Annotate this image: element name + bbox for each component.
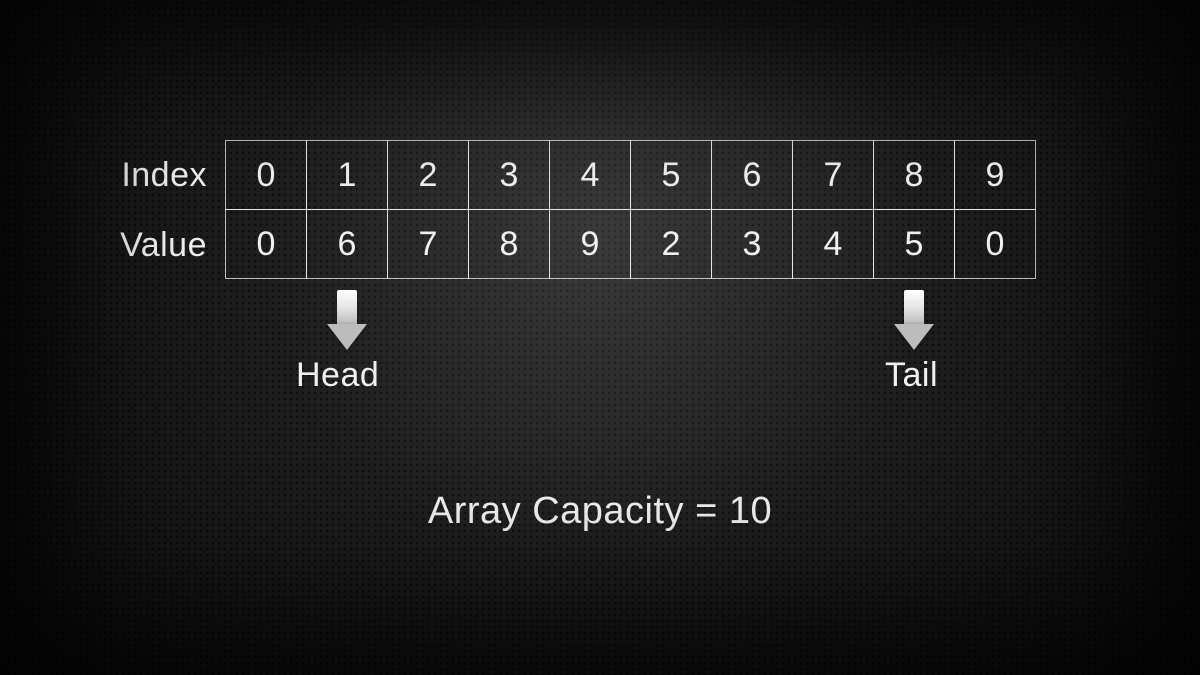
index-cell: 6	[711, 140, 793, 210]
index-cell: 3	[468, 140, 550, 210]
row-label-index: Index	[90, 140, 225, 210]
value-cell: 2	[630, 209, 712, 279]
index-cell: 9	[954, 140, 1036, 210]
index-cell: 8	[873, 140, 955, 210]
index-row-cells: 0 1 2 3 4 5 6 7 8 9	[225, 140, 1036, 210]
tail-label: Tail	[885, 356, 938, 395]
index-cell: 5	[630, 140, 712, 210]
index-cell: 2	[387, 140, 469, 210]
value-cell: 5	[873, 209, 955, 279]
value-cell: 4	[792, 209, 874, 279]
index-cell: 0	[225, 140, 307, 210]
value-cell: 6	[306, 209, 388, 279]
table-row: Value 0 6 7 8 9 2 3 4 5 0	[90, 210, 1036, 280]
index-cell: 7	[792, 140, 874, 210]
value-cell: 7	[387, 209, 469, 279]
row-label-value: Value	[90, 210, 225, 280]
value-cell: 8	[468, 209, 550, 279]
array-table: Index 0 1 2 3 4 5 6 7 8 9 Value 0 6 7 8 …	[90, 140, 1036, 280]
value-cell: 0	[954, 209, 1036, 279]
capacity-caption: Array Capacity = 10	[0, 490, 1200, 533]
value-cell: 0	[225, 209, 307, 279]
head-label: Head	[296, 356, 379, 395]
tail-arrow-icon	[894, 290, 934, 350]
value-cell: 9	[549, 209, 631, 279]
value-row-cells: 0 6 7 8 9 2 3 4 5 0	[225, 210, 1036, 280]
table-row: Index 0 1 2 3 4 5 6 7 8 9	[90, 140, 1036, 210]
head-arrow-icon	[327, 290, 367, 350]
index-cell: 1	[306, 140, 388, 210]
diagram-content: Index 0 1 2 3 4 5 6 7 8 9 Value 0 6 7 8 …	[0, 0, 1200, 675]
value-cell: 3	[711, 209, 793, 279]
index-cell: 4	[549, 140, 631, 210]
